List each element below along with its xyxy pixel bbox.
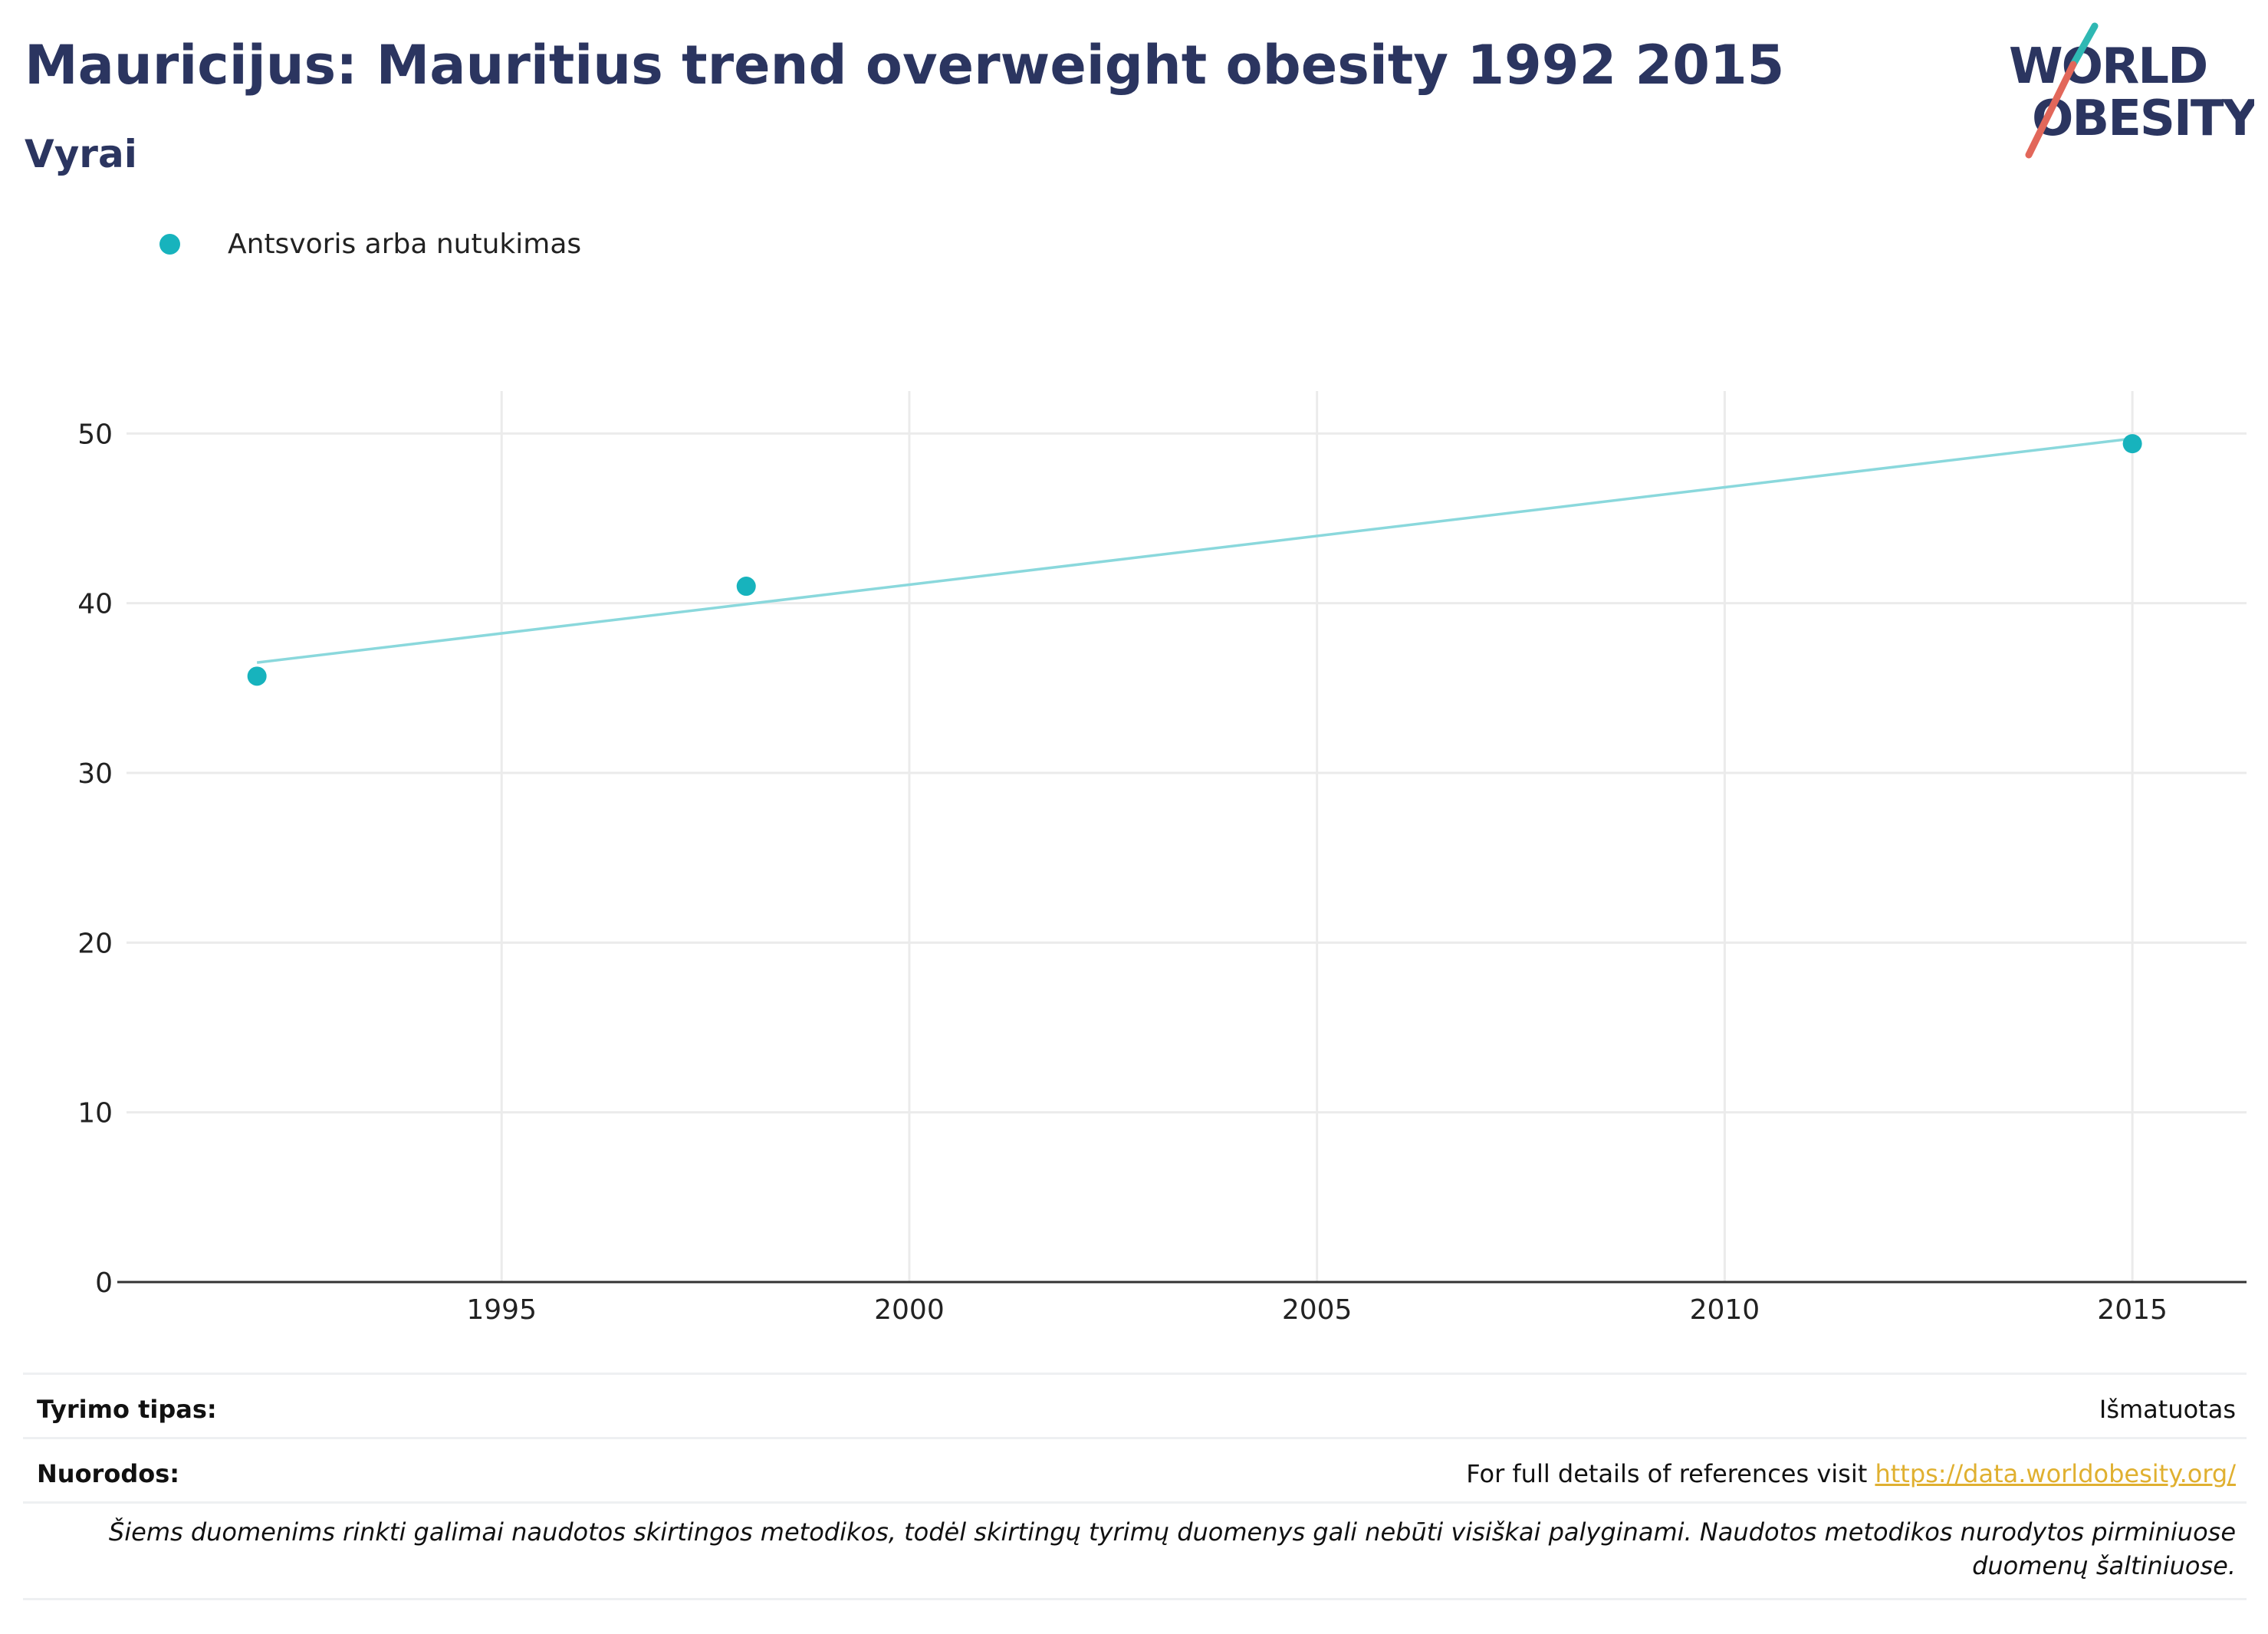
chart-title: Mauricijus: Mauritius trend overweight o…	[25, 34, 1785, 97]
data-point	[736, 577, 756, 597]
divider	[23, 1598, 2247, 1600]
logo-word-world: WORLD	[2009, 38, 2207, 95]
survey-type-label: Tyrimo tipas:	[37, 1395, 217, 1424]
logo-slash-coral	[2025, 61, 2077, 159]
x-tick-label: 1995	[466, 1294, 537, 1326]
methodology-note: Šiems duomenims rinkti galimai naudotos …	[108, 1517, 2236, 1580]
data-point	[247, 666, 267, 686]
x-tick-label: 2000	[874, 1294, 945, 1326]
logo-word-obesity: OBESITY	[2032, 90, 2254, 147]
references-label: Nuorodos:	[37, 1459, 180, 1488]
logo-slash-teal	[2069, 22, 2099, 68]
legend-label: Antsvoris arba nutukimas	[228, 228, 582, 260]
references-text: For full details of references visit	[1466, 1459, 1868, 1488]
chart-subtitle: Vyrai	[25, 132, 137, 176]
references-row: Nuorodos: For full details of references…	[37, 1442, 2236, 1506]
references-value: For full details of references visit htt…	[1466, 1459, 2236, 1488]
y-tick-label: 10	[77, 1098, 113, 1129]
survey-type-value: Išmatuotas	[2099, 1395, 2236, 1424]
survey-type-row: Tyrimo tipas: Išmatuotas	[37, 1377, 2236, 1442]
chart-legend: Antsvoris arba nutukimas	[159, 228, 581, 260]
world-obesity-logo: WORLD OBESITY	[2009, 22, 2254, 159]
y-tick-label: 40	[77, 589, 113, 620]
y-tick-label: 30	[77, 758, 113, 790]
divider	[23, 1437, 2247, 1439]
chart-plot: 0 10 20 30 40 50 1995 2000 2005 2010 2015	[77, 391, 2247, 1326]
x-tick-label: 2005	[1282, 1294, 1353, 1326]
divider	[23, 1501, 2247, 1504]
x-tick-label: 2010	[1690, 1294, 1760, 1326]
y-tick-label: 0	[95, 1267, 113, 1299]
x-tick-label: 2015	[2097, 1294, 2168, 1326]
legend-marker	[159, 234, 180, 255]
divider	[23, 1373, 2247, 1375]
data-point	[2122, 434, 2142, 454]
y-tick-label: 50	[77, 419, 113, 450]
y-tick-label: 20	[77, 928, 113, 959]
trend-line	[256, 437, 2133, 664]
references-link[interactable]: https://data.worldobesity.org/	[1875, 1459, 2236, 1488]
